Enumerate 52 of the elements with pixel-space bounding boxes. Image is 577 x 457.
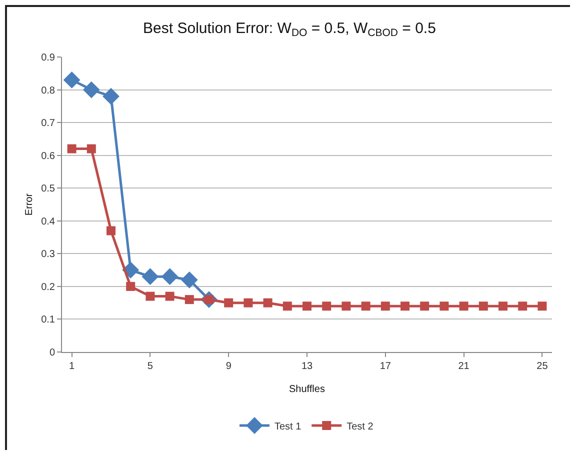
point <box>361 302 370 311</box>
point <box>380 302 390 311</box>
x-tick-label: 1 <box>69 361 76 372</box>
y-tick-label: 0.2 <box>41 282 56 293</box>
point <box>322 302 332 311</box>
point <box>518 302 528 311</box>
x-tick-label: 21 <box>458 361 470 372</box>
y-tick-label: 0.6 <box>41 150 56 162</box>
point <box>263 298 272 308</box>
y-tick-label: 0.7 <box>41 118 56 130</box>
y-tick-label: 0 <box>49 348 56 358</box>
point <box>82 81 100 98</box>
x-axis-title: Shuffles <box>289 384 325 395</box>
point <box>67 144 76 154</box>
point <box>102 88 120 105</box>
legend-label: Test 2 <box>346 421 374 432</box>
point <box>244 298 253 308</box>
point <box>498 302 508 311</box>
x-tick-label: 9 <box>226 361 232 372</box>
point <box>180 271 198 288</box>
point <box>184 295 194 304</box>
point <box>224 298 234 308</box>
point <box>126 282 136 291</box>
point <box>538 302 547 311</box>
x-tick-label: 13 <box>301 361 313 372</box>
y-tick-label: 0.9 <box>41 52 56 64</box>
y-tick-label: 0.1 <box>41 314 56 326</box>
point <box>302 302 312 311</box>
x-tick-label: 17 <box>380 361 392 372</box>
y-tick-label: 0.3 <box>41 249 56 260</box>
point <box>86 144 96 154</box>
y-tick-label: 0.5 <box>41 184 56 195</box>
point <box>106 226 116 236</box>
point <box>282 302 292 311</box>
y-tick-label: 0.4 <box>41 216 56 228</box>
point <box>63 71 80 88</box>
point <box>440 302 449 311</box>
point <box>400 302 410 311</box>
point <box>342 302 351 311</box>
point <box>459 302 468 311</box>
point <box>146 292 155 301</box>
point <box>161 268 178 286</box>
legend-label: Test 1 <box>274 421 302 432</box>
x-tick-label: 25 <box>536 361 548 372</box>
point <box>165 292 174 301</box>
point <box>420 302 430 311</box>
point <box>478 302 488 311</box>
chart-title: Best Solution Error: W$_{DO}$ = 0.5, W$_{CBOD}$ = 0.5 <box>143 20 436 40</box>
x-tick-label: 5 <box>147 361 154 372</box>
point <box>142 268 159 286</box>
y-axis-title: Error <box>24 192 35 216</box>
y-tick-label: 0.8 <box>41 85 56 96</box>
